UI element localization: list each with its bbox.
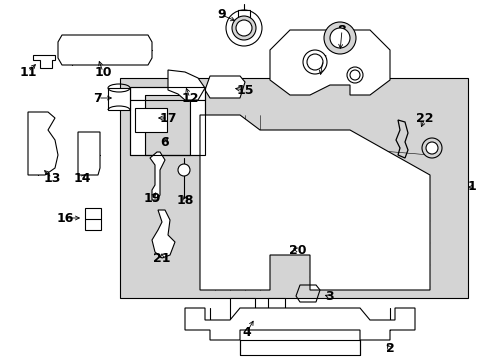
Bar [240,340,359,355]
Polygon shape [168,70,204,100]
Text: 9: 9 [217,9,226,22]
Polygon shape [130,100,204,155]
Text: 11: 11 [19,66,37,78]
Bar [85,208,101,230]
Text: 5: 5 [318,54,326,67]
Text: 18: 18 [176,194,193,207]
Polygon shape [58,35,152,65]
Polygon shape [204,76,244,98]
Circle shape [236,20,251,36]
Circle shape [421,138,441,158]
Bar [238,10,249,22]
Text: 16: 16 [56,211,74,225]
Circle shape [346,67,362,83]
Text: 8: 8 [337,23,346,36]
Circle shape [231,16,256,40]
Text: 19: 19 [143,192,161,204]
Bar [135,108,167,132]
Polygon shape [229,298,285,325]
Bar [130,87,204,155]
Circle shape [225,10,262,46]
Text: 6: 6 [161,135,169,148]
Polygon shape [28,112,58,175]
Circle shape [329,28,349,48]
Bar [108,88,130,110]
Polygon shape [200,115,429,290]
Text: 15: 15 [236,84,253,96]
Polygon shape [269,30,389,95]
Text: 17: 17 [159,112,176,125]
Text: 12: 12 [181,91,198,104]
Circle shape [324,22,355,54]
Text: 14: 14 [73,171,91,184]
Text: 2: 2 [385,342,393,356]
Polygon shape [33,55,55,68]
Text: 1: 1 [467,180,475,194]
Text: 22: 22 [415,112,433,125]
Bar [120,78,467,298]
Circle shape [425,142,437,154]
Polygon shape [78,132,100,175]
Text: 13: 13 [43,171,61,184]
Text: 20: 20 [289,243,306,256]
Text: 7: 7 [93,91,102,104]
Text: 21: 21 [153,252,170,265]
Circle shape [303,50,326,74]
Polygon shape [184,308,414,340]
Polygon shape [152,210,175,258]
Text: 3: 3 [325,291,334,303]
Text: 4: 4 [242,325,251,338]
Polygon shape [150,152,164,200]
Polygon shape [130,87,204,100]
Circle shape [178,164,190,176]
Text: 10: 10 [94,66,112,78]
